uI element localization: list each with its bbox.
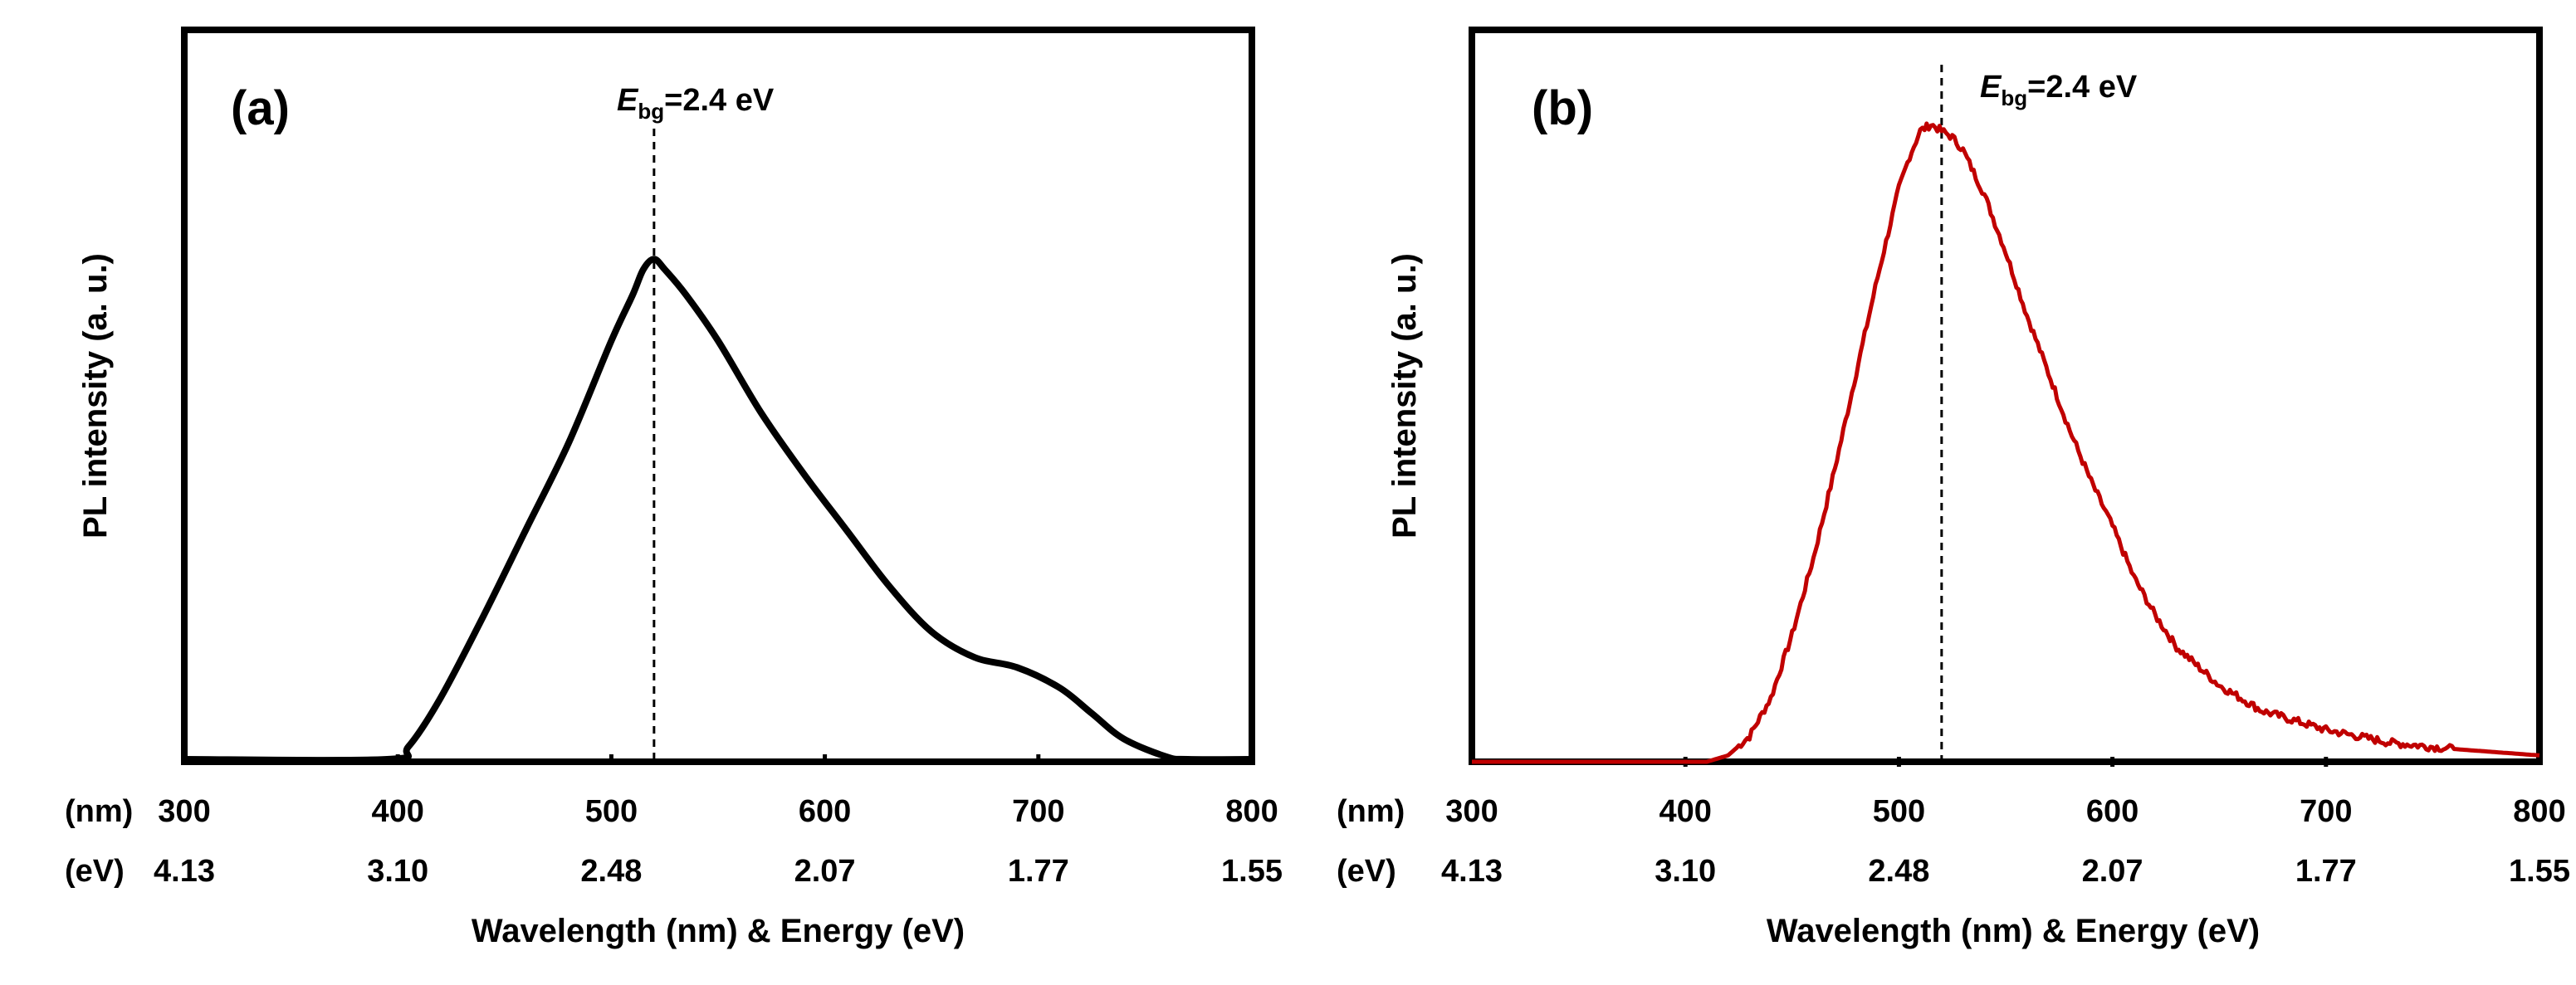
series-line-a-0 — [183, 256, 1253, 764]
x-tick-label-nm-a: 800 — [1225, 794, 1278, 829]
x-tick-label-ev-b: 3.10 — [1655, 854, 1716, 889]
x-tick-label-nm-b: 800 — [2513, 794, 2565, 829]
x-axis-title-a: Wavelength (nm) & Energy (eV) — [472, 913, 965, 949]
x-tick-label-ev-a: 1.77 — [1008, 854, 1069, 889]
bandgap-annotation-a: Ebg=2.4 eV — [617, 83, 775, 124]
annotation-sub-b: bg — [2001, 85, 2027, 110]
annotation-italic-b: E — [1980, 70, 2002, 105]
panel-label-b: (b) — [1532, 81, 1593, 135]
y-axis-title-b: PL intensity (a. u.) — [1386, 253, 1423, 539]
x-tick-label-nm-a: 400 — [371, 794, 423, 829]
annotation-text-a: =2.4 eV — [664, 83, 775, 118]
x-tick-label-nm-a: 700 — [1012, 794, 1064, 829]
panel-label-a: (a) — [231, 81, 290, 135]
annotation-italic-a: E — [617, 83, 639, 118]
chart-panel-a: 300 4.13 400 3.10 500 2.48 600 2.07 700 1.77 800 1.… — [65, 27, 1283, 949]
nm-unit-label-a: (nm) — [65, 794, 133, 829]
plot-frame-b — [1469, 27, 2543, 765]
x-tick-label-nm-b: 600 — [2086, 794, 2139, 829]
x-tick-label-ev-a: 3.10 — [367, 854, 428, 889]
plot-marks-a: 300 4.13 400 3.10 500 2.48 600 2.07 700 1.77 800 1.… — [154, 129, 1283, 889]
x-tick-label-ev-a: 2.07 — [794, 854, 856, 889]
plot-frame-a — [181, 27, 1255, 765]
x-tick-label-ev-a: 2.48 — [580, 854, 642, 889]
ev-unit-label-a: (eV) — [65, 854, 125, 889]
x-tick-label-ev-a: 4.13 — [154, 854, 215, 889]
x-tick-label-nm-a: 300 — [158, 794, 210, 829]
annotation-sub-a: bg — [638, 99, 664, 124]
x-tick-label-nm-a: 500 — [585, 794, 638, 829]
bandgap-annotation-b: Ebg=2.4 eV — [1980, 70, 2138, 110]
x-tick-label-ev-b: 1.77 — [2295, 854, 2357, 889]
x-tick-label-nm-a: 600 — [799, 794, 851, 829]
x-tick-label-nm-b: 300 — [1445, 794, 1498, 829]
x-tick-label-nm-b: 500 — [1873, 794, 1925, 829]
series-line-b-0 — [1472, 121, 2540, 764]
x-tick-label-ev-a: 1.55 — [1221, 854, 1283, 889]
chart-panel-b: 300 4.13 400 3.10 500 2.48 600 2.07 700 1.77 800 1.… — [1337, 27, 2570, 949]
x-tick-label-ev-b: 2.48 — [1868, 854, 1929, 889]
x-tick-label-ev-b: 4.13 — [1441, 854, 1503, 889]
x-tick-label-ev-b: 1.55 — [2509, 854, 2570, 889]
x-tick-label-nm-b: 400 — [1659, 794, 1711, 829]
x-tick-label-nm-b: 700 — [2300, 794, 2352, 829]
x-tick-label-ev-b: 2.07 — [2082, 854, 2143, 889]
nm-unit-label-b: (nm) — [1337, 794, 1405, 829]
y-axis-title-a: PL intensity (a. u.) — [77, 253, 114, 539]
ev-unit-label-b: (eV) — [1337, 854, 1396, 889]
annotation-text-b: =2.4 eV — [2027, 70, 2138, 105]
x-axis-title-b: Wavelength (nm) & Energy (eV) — [1767, 913, 2260, 949]
plot-marks-b: 300 4.13 400 3.10 500 2.48 600 2.07 700 1.77 800 1.… — [1441, 65, 2570, 889]
